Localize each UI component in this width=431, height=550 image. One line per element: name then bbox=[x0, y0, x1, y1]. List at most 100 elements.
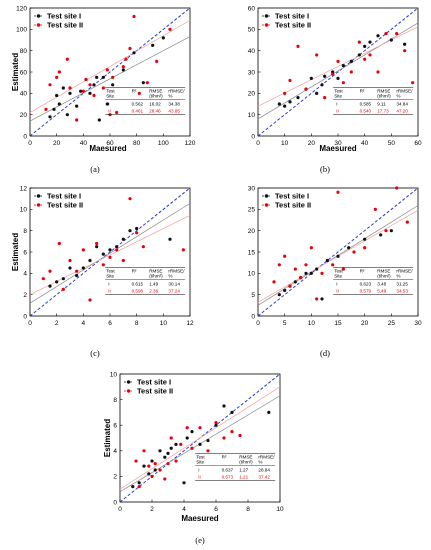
table-header: RMSE bbox=[149, 88, 162, 93]
legend-label: Test site I bbox=[47, 192, 81, 201]
data-point-site-1 bbox=[137, 481, 141, 485]
table-header: R² bbox=[360, 88, 365, 93]
data-point-site-1 bbox=[347, 246, 351, 250]
data-point-site-2 bbox=[363, 57, 367, 61]
data-point-site-2 bbox=[121, 258, 125, 263]
table-header: rRMSE/ bbox=[168, 268, 185, 273]
data-point-site-2 bbox=[376, 70, 380, 74]
data-point-site-1 bbox=[75, 273, 79, 278]
x-tick-label: 8 bbox=[135, 320, 139, 327]
data-point-site-2 bbox=[341, 81, 345, 85]
data-point-site-2 bbox=[88, 298, 92, 302]
data-point-site-2 bbox=[92, 93, 96, 98]
y-axis-label: Estimated bbox=[11, 53, 20, 91]
plot-frame bbox=[119, 373, 281, 503]
table-cell: II bbox=[198, 474, 201, 479]
y-tick-label: 0 bbox=[23, 313, 27, 320]
data-point-site-2 bbox=[166, 462, 170, 466]
legend-label: Test site II bbox=[47, 21, 83, 30]
x-tick-label: 15 bbox=[334, 320, 342, 327]
x-tick-label: 0 bbox=[256, 320, 260, 327]
table-cell: 0.579 bbox=[360, 288, 372, 293]
y-tick-label: 15 bbox=[248, 249, 256, 256]
legend-label: Test site II bbox=[47, 201, 83, 210]
data-point-site-1 bbox=[61, 277, 65, 281]
data-point-site-1 bbox=[95, 245, 99, 249]
data-point-site-2 bbox=[75, 118, 79, 122]
data-point-site-2 bbox=[108, 255, 112, 259]
data-point-site-1 bbox=[349, 59, 353, 63]
x-tick-label: 20 bbox=[361, 320, 369, 327]
data-point-site-2 bbox=[75, 269, 79, 273]
data-point-site-1 bbox=[325, 258, 329, 263]
y-tick-label: 5 bbox=[251, 292, 255, 299]
legend-marker bbox=[36, 14, 41, 18]
x-tick-label: 0 bbox=[256, 140, 260, 147]
y-tick-label: 10 bbox=[248, 271, 256, 278]
y-tick-label: 12 bbox=[20, 185, 28, 192]
data-point-site-1 bbox=[190, 430, 194, 434]
data-point-site-1 bbox=[121, 237, 125, 241]
data-point-site-2 bbox=[341, 267, 345, 271]
data-point-site-1 bbox=[147, 472, 151, 476]
data-point-site-2 bbox=[81, 248, 85, 252]
data-point-site-2 bbox=[147, 464, 151, 468]
data-point-site-2 bbox=[55, 75, 59, 79]
data-point-site-1 bbox=[55, 280, 59, 284]
legend-label: Test site II bbox=[275, 201, 311, 210]
x-tick-label: 0 bbox=[28, 320, 32, 327]
table-header: RMSE bbox=[239, 454, 252, 459]
table-cell: 0.562 bbox=[132, 101, 144, 106]
data-point-site-1 bbox=[153, 468, 157, 472]
data-point-site-2 bbox=[272, 280, 276, 284]
data-point-site-2 bbox=[331, 72, 335, 76]
data-point-site-2 bbox=[121, 65, 125, 69]
data-point-site-2 bbox=[169, 436, 173, 440]
data-point-site-2 bbox=[145, 81, 149, 85]
data-point-site-2 bbox=[158, 468, 162, 472]
y-tick-label: 30 bbox=[248, 69, 256, 76]
table-cell: 0.461 bbox=[132, 108, 144, 113]
table-cell: 1.21 bbox=[239, 474, 248, 479]
data-point-site-1 bbox=[296, 96, 300, 100]
chart-panel-a: 0 20 40 60 80 100 120 0 20 40 60 80 100 120 Maesured Es… bbox=[11, 5, 196, 174]
table-cell: I bbox=[108, 281, 109, 286]
table-cell: 17.73 bbox=[377, 108, 389, 113]
legend-label: Test site II bbox=[275, 21, 311, 30]
table-header: rRMSE/ bbox=[168, 88, 185, 93]
y-tick-label: 20 bbox=[20, 112, 28, 119]
data-point-site-2 bbox=[142, 449, 146, 453]
data-point-site-1 bbox=[288, 100, 292, 104]
data-point-site-1 bbox=[105, 102, 109, 106]
data-point-site-2 bbox=[336, 59, 340, 63]
data-point-site-2 bbox=[48, 83, 52, 87]
x-tick-label: 10 bbox=[160, 320, 168, 327]
data-point-site-2 bbox=[168, 27, 172, 31]
data-point-site-2 bbox=[48, 269, 52, 273]
table-header: R² bbox=[360, 268, 365, 273]
y-axis-label: Estimated bbox=[103, 419, 112, 457]
data-point-site-2 bbox=[206, 449, 210, 453]
data-point-site-2 bbox=[283, 91, 287, 95]
y-tick-label: 60 bbox=[20, 69, 28, 76]
regression-line-site-2 bbox=[119, 386, 281, 490]
data-point-site-1 bbox=[267, 410, 271, 414]
data-point-site-2 bbox=[124, 57, 128, 61]
table-cell: 0.637 bbox=[222, 467, 234, 472]
y-axis-label: Estimated bbox=[11, 233, 20, 271]
data-point-site-2 bbox=[222, 436, 226, 440]
regression-line-site-1 bbox=[29, 36, 191, 122]
data-point-site-1 bbox=[166, 451, 170, 455]
data-point-site-1 bbox=[57, 102, 61, 106]
x-tick-label: 10 bbox=[276, 506, 284, 513]
panel-caption: (d) bbox=[320, 348, 330, 358]
y-tick-label: 8 bbox=[23, 228, 27, 235]
